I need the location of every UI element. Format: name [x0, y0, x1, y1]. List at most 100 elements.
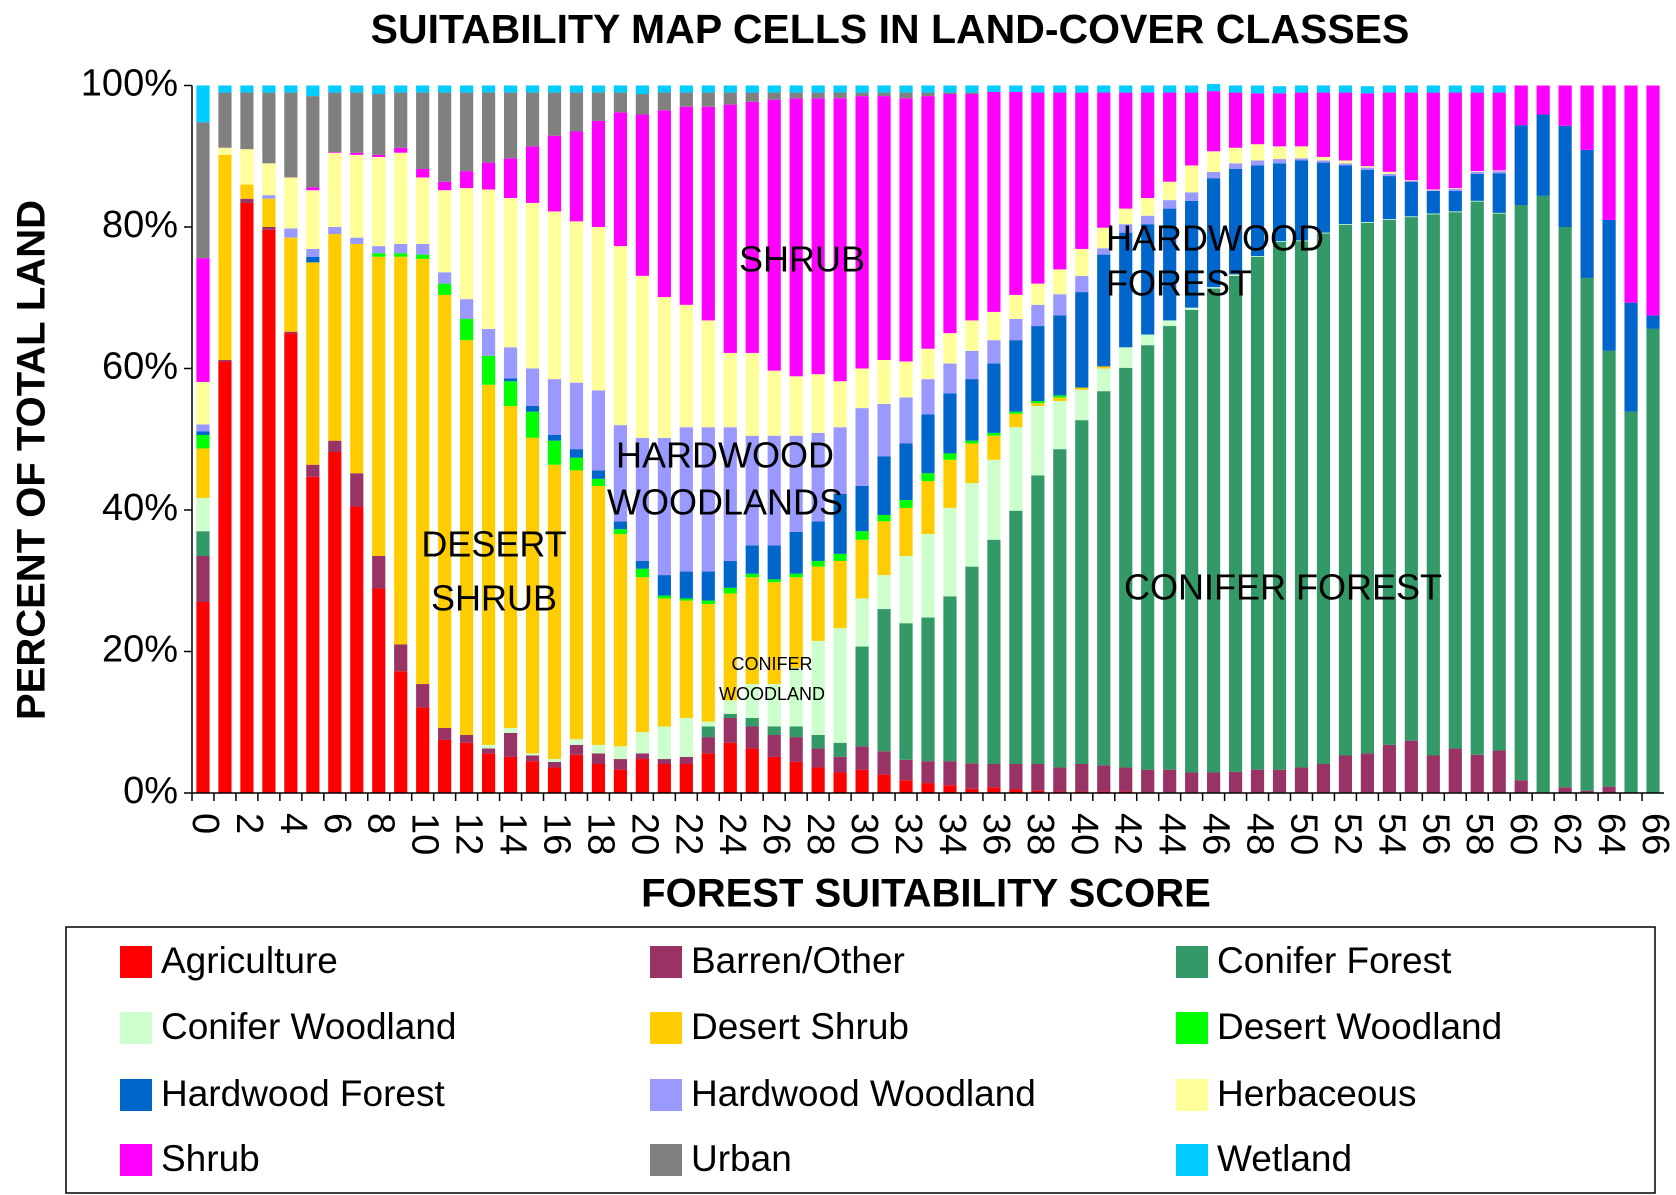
bar-segment: [877, 360, 891, 404]
bar-segment: [284, 92, 298, 178]
bar-segment: [745, 101, 759, 353]
bar-segment: [394, 243, 408, 254]
bar-segment: [767, 726, 781, 735]
bar-segment: [569, 744, 584, 755]
bar-segment: [1602, 786, 1616, 793]
bar-segment: [1492, 170, 1506, 172]
x-tick-label: 66: [1634, 813, 1676, 855]
bar-segment: [811, 521, 825, 561]
bar-segment: [240, 92, 254, 150]
bar-segment: [306, 248, 320, 257]
bar-segment: [1558, 85, 1572, 126]
bar-segment: [525, 761, 540, 793]
bar-segment: [767, 756, 781, 793]
bar-segment: [899, 85, 913, 93]
bar-segment: [350, 473, 364, 507]
bar-segment: [1119, 767, 1133, 792]
bar-segment: [569, 754, 584, 793]
legend-label: Desert Woodland: [1217, 1006, 1502, 1047]
bar-segment: [1624, 302, 1638, 412]
bar-segment: [1536, 195, 1550, 793]
bar-segment: [525, 146, 540, 203]
bar-segment: [723, 700, 737, 714]
bar-segment: [394, 152, 408, 244]
bar-segment: [635, 437, 649, 561]
bar-segment: [921, 480, 935, 535]
bar-segment: [833, 772, 847, 793]
bar-segment: [262, 227, 276, 230]
bar-segment: [1163, 208, 1177, 321]
legend-label: Desert Shrub: [691, 1006, 909, 1047]
bar-segment: [1492, 213, 1506, 751]
bar-segment: [811, 92, 825, 99]
bar-segment: [657, 110, 671, 298]
x-axis-label: FOREST SUITABILITY SCORE: [641, 872, 1211, 916]
bar-segment: [965, 440, 979, 444]
bar-segment: [1338, 163, 1353, 166]
legend-label: Urban: [691, 1138, 792, 1179]
bar-segment: [1492, 171, 1506, 174]
bar-segment: [525, 92, 540, 147]
bar-segment: [679, 763, 693, 793]
bar-segment: [833, 553, 847, 561]
bar-segment: [899, 507, 913, 556]
bar-segment: [196, 531, 210, 556]
bar-segment: [987, 435, 1001, 460]
bar-segment: [1053, 315, 1067, 396]
bar-segment: [350, 152, 364, 155]
bar-segment: [943, 85, 957, 93]
annotation: SHRUB: [739, 239, 865, 280]
bar-segment: [306, 187, 320, 191]
bar-segment: [1228, 147, 1243, 164]
bar-segment: [833, 92, 847, 99]
x-tick-label: 30: [843, 813, 885, 855]
bar-segment: [196, 381, 210, 425]
bar-segment: [525, 437, 540, 754]
bar-segment: [1097, 765, 1111, 792]
bar-segment: [1272, 146, 1287, 160]
bar-segment: [503, 732, 518, 757]
bar-segment: [1031, 405, 1045, 476]
bar-segment: [438, 181, 452, 191]
bar-segment: [1207, 287, 1221, 289]
bar-segment: [855, 769, 869, 793]
bar-segment: [218, 147, 232, 155]
bar-segment: [569, 449, 584, 458]
bar-segment: [613, 759, 628, 770]
annotation: FOREST: [1106, 263, 1252, 304]
x-tick-label: 4: [272, 813, 314, 834]
bar-segment: [438, 272, 452, 284]
bar-segment: [525, 202, 540, 369]
bar-segment: [1514, 205, 1528, 781]
bar-segment: [1031, 790, 1045, 793]
legend-swatch: [120, 946, 152, 978]
bar-segment: [460, 85, 474, 93]
bar-segment: [1228, 92, 1243, 148]
legend-swatch: [650, 1144, 682, 1176]
bar-segment: [921, 348, 935, 380]
bar-segment: [723, 104, 737, 353]
bar-segment: [1053, 294, 1067, 316]
bar-segment: [789, 531, 803, 574]
bar-segment: [635, 753, 649, 760]
bar-segment: [987, 340, 1001, 364]
bar-segment: [1207, 91, 1221, 152]
bar-segment: [921, 379, 935, 415]
bar-segment: [965, 350, 979, 380]
bar-segment: [921, 414, 935, 474]
bar-segment: [1009, 763, 1023, 790]
legend-label: Conifer Woodland: [161, 1006, 457, 1047]
bar-segment: [1097, 391, 1111, 766]
bar-segment: [899, 361, 913, 398]
bar-segment: [591, 485, 606, 745]
bar-segment: [1338, 85, 1353, 93]
bar-segment: [372, 93, 386, 155]
bar-segment: [1360, 166, 1374, 168]
bar-segment: [1426, 190, 1440, 214]
bar-segment: [1250, 144, 1265, 161]
bar-segment: [701, 600, 715, 605]
bar-segment: [1031, 85, 1045, 93]
bar-segment: [987, 363, 1001, 433]
annotation: WOODLAND: [719, 684, 825, 704]
bar-segment: [701, 106, 715, 321]
